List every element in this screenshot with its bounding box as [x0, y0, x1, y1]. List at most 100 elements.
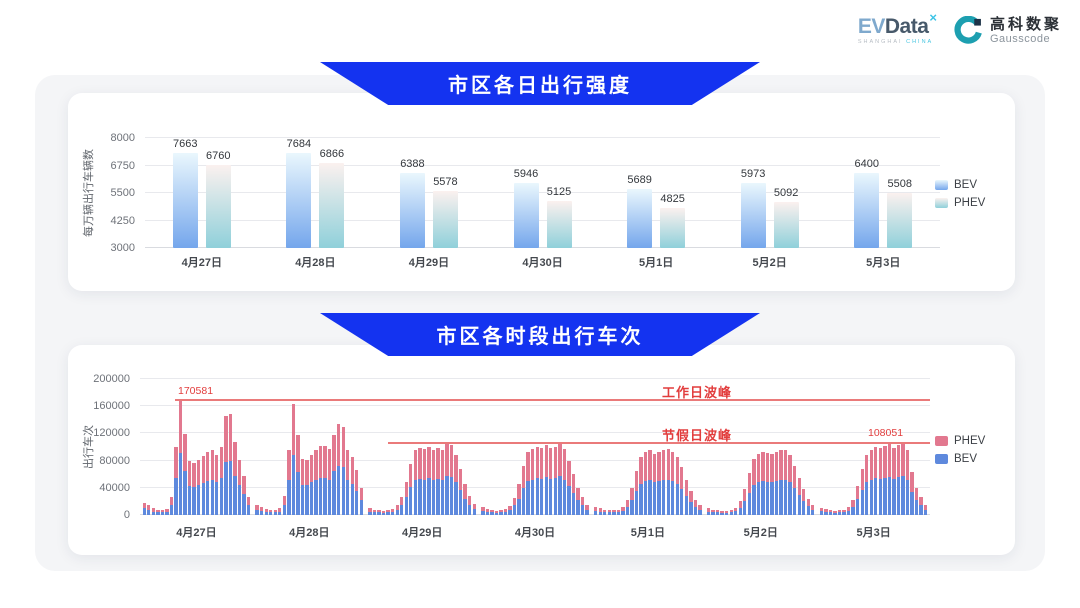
- x-axis-day-label: 5月3日: [856, 527, 891, 539]
- bev-segment: [431, 479, 436, 515]
- phev-segment: [576, 487, 580, 501]
- bev-segment: [734, 510, 738, 515]
- workday-peak-value: 170581: [178, 385, 214, 397]
- bev-segment: [169, 505, 174, 515]
- bev-segment: [264, 511, 268, 515]
- y-axis-tick-label: 4250: [110, 214, 135, 227]
- legend-item-bev[interactable]: BEV: [935, 453, 985, 465]
- phev-segment: [219, 447, 223, 479]
- evdata-subtext-shanghai: SHANGHAI: [857, 39, 903, 46]
- daily-chart-plot: 3000 4250 5500 6750 8000 7663 6760 7684 6866 6388…: [111, 132, 940, 254]
- phev-segment: [689, 491, 693, 503]
- hour-bar: [255, 379, 259, 515]
- bev-segment: [666, 479, 670, 515]
- bev-segment: [206, 481, 210, 515]
- legend-item-phev[interactable]: PHEV: [935, 435, 985, 447]
- bev-segment: [508, 510, 512, 515]
- day-group: [591, 379, 704, 515]
- phev-segment: [675, 457, 679, 484]
- hour-bar: [625, 379, 630, 515]
- hour-bar: [580, 379, 585, 515]
- hour-bar: [662, 379, 666, 515]
- bev-segment: [246, 504, 251, 515]
- hour-bar: [779, 379, 783, 515]
- hour-bar: [558, 379, 562, 515]
- phev-segment: [797, 477, 801, 495]
- x-axis-day-label: 4月27日: [181, 257, 222, 269]
- bev-segment: [711, 512, 715, 515]
- bev-segment: [287, 480, 291, 515]
- evdata-wordmark: EV Data ×: [858, 11, 937, 37]
- phev-segment: [729, 509, 733, 513]
- phev-segment: [228, 413, 233, 461]
- phev-segment: [571, 474, 576, 494]
- phev-segment: [562, 449, 567, 480]
- evdata-subtext: SHANGHAI CHINA: [858, 40, 933, 46]
- bev-segment: [625, 506, 630, 515]
- hour-bar: [503, 379, 508, 515]
- bev-segment: [142, 508, 146, 515]
- phev-segment: [390, 508, 395, 512]
- bev-segment: [571, 493, 576, 515]
- phev-segment: [544, 444, 548, 477]
- gausscode-en: Gausscode: [989, 33, 1051, 46]
- hour-bar: [684, 379, 688, 515]
- hour-bar: [192, 379, 196, 515]
- bev-segment: [463, 498, 467, 515]
- phev-segment: [607, 510, 611, 513]
- x-axis-day-label: 5月2日: [752, 257, 787, 269]
- phev-segment: [454, 455, 458, 483]
- phev-segment: [706, 508, 711, 512]
- bev-segment: [612, 512, 616, 515]
- phev-segment: [594, 506, 598, 511]
- phev-segment: [431, 449, 436, 480]
- hour-bar: [449, 379, 454, 515]
- hourly-chart-plot: 0 40000 80000 120000 160000 200000 工作日波峰 170581…: [93, 373, 930, 521]
- hour-bar: [445, 379, 449, 515]
- bev-segment: [788, 482, 792, 515]
- phev-segment: [770, 453, 774, 482]
- legend-label: PHEV: [954, 197, 986, 209]
- x-axis-day-label: 5月1日: [638, 257, 674, 269]
- gridline: [140, 486, 930, 488]
- legend-swatch-phev: [935, 198, 948, 208]
- bev-segment: [765, 481, 770, 515]
- bar-column-phev: 5578: [432, 138, 458, 248]
- phev-segment: [377, 510, 381, 513]
- phev-segment: [738, 501, 742, 508]
- y-axis-tick-label: 0: [123, 509, 130, 521]
- hour-bar: [874, 379, 878, 515]
- hour-bar: [350, 379, 354, 515]
- bev-segment: [468, 504, 472, 515]
- bev-segment: [846, 510, 851, 515]
- y-axis-tick-label: 40000: [99, 481, 130, 494]
- hour-bar: [165, 379, 169, 515]
- x-axis-day-label: 5月3日: [866, 257, 901, 269]
- hour-bar: [259, 379, 264, 515]
- legend-item-bev[interactable]: BEV: [935, 179, 985, 191]
- phev-segment: [409, 464, 413, 488]
- phev-segment: [440, 449, 445, 480]
- hour-bar: [422, 379, 427, 515]
- phev-segment: [147, 504, 151, 510]
- phev-segment: [142, 502, 146, 509]
- phev-segment: [436, 448, 440, 479]
- bev-segment: [196, 485, 201, 515]
- hour-bar: [833, 379, 837, 515]
- bev-segment: [892, 478, 896, 515]
- hour-bar: [616, 379, 621, 515]
- bar-value-label: 6388: [400, 158, 425, 171]
- bev-segment: [783, 479, 788, 515]
- phev-segment: [368, 508, 372, 512]
- legend-item-phev[interactable]: PHEV: [935, 197, 985, 209]
- phev-segment: [445, 443, 449, 477]
- phev-segment: [761, 452, 765, 481]
- bar-bev: [627, 188, 653, 248]
- hour-bar: [458, 379, 463, 515]
- hour-bar: [788, 379, 792, 515]
- x-axis-day-label: 4月30日: [522, 257, 563, 269]
- hour-bar: [531, 379, 535, 515]
- phev-segment: [625, 500, 630, 507]
- phev-segment: [657, 451, 661, 481]
- phev-segment: [422, 449, 427, 480]
